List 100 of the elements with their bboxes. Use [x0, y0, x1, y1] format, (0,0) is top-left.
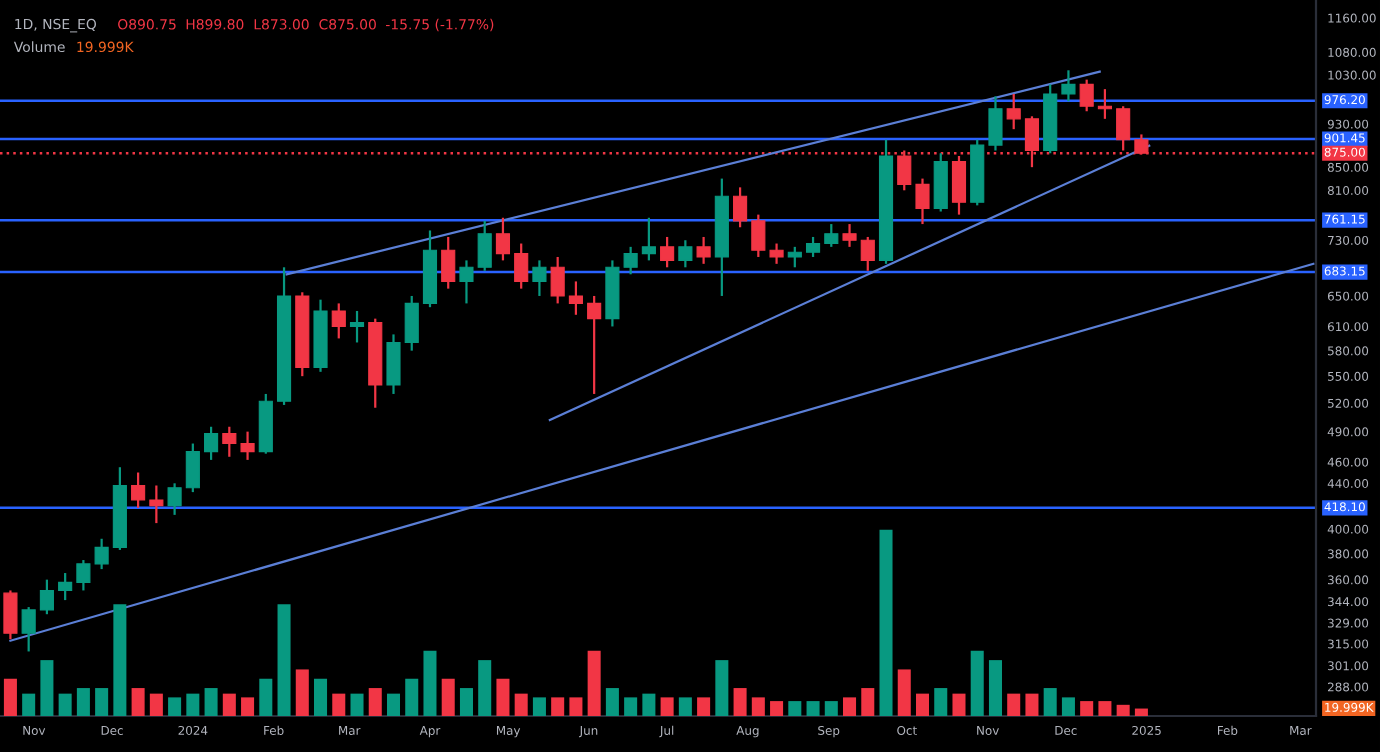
candlestick [587, 294, 602, 396]
bar [1080, 701, 1094, 716]
candlestick [933, 152, 948, 213]
bar [131, 688, 145, 716]
candlestick [131, 471, 146, 510]
bar [76, 688, 90, 716]
bar [897, 669, 911, 716]
bar [715, 660, 729, 716]
bar [1007, 693, 1021, 716]
candlestick [641, 216, 656, 262]
candlestick [769, 242, 784, 265]
candlestick [149, 484, 164, 525]
candlestick [331, 302, 346, 340]
bar [843, 697, 857, 716]
bar [915, 693, 930, 716]
bar [277, 604, 291, 716]
bar [259, 678, 273, 716]
candlestick [3, 589, 18, 641]
bar [551, 697, 565, 716]
bar [569, 697, 583, 716]
bar [660, 697, 674, 716]
bar [350, 693, 364, 716]
candlestick [1061, 69, 1076, 103]
bar [952, 693, 966, 716]
bar [806, 701, 820, 716]
bar [1043, 688, 1057, 716]
bar [423, 650, 437, 716]
bar [405, 678, 419, 716]
bar [478, 660, 492, 716]
bar [186, 693, 200, 716]
bar [751, 697, 765, 716]
bar [1116, 704, 1130, 716]
candlestick [204, 425, 219, 461]
candlestick [678, 239, 693, 269]
candlestick [988, 95, 1003, 152]
bar [642, 693, 656, 716]
bar [770, 701, 784, 716]
candlestick [240, 430, 255, 461]
candlestick [1116, 105, 1131, 152]
candlestick [349, 309, 365, 344]
candlestick [787, 245, 802, 269]
bar [788, 701, 802, 716]
bar [241, 697, 255, 716]
bar [386, 693, 401, 716]
bar [113, 604, 127, 716]
bar [168, 697, 182, 716]
candlestick [951, 154, 967, 216]
bar [970, 650, 984, 716]
candlestick [860, 235, 875, 272]
bar [624, 697, 638, 716]
candlestick [185, 442, 200, 494]
bar [58, 693, 72, 716]
bar [879, 529, 893, 716]
bar [605, 688, 619, 716]
bar [332, 693, 346, 716]
candlestick [842, 222, 857, 248]
bar [1134, 708, 1148, 716]
bar [222, 693, 236, 716]
candlestick [550, 255, 565, 305]
candlestick [404, 294, 419, 352]
bar [1061, 697, 1075, 716]
bar [733, 688, 747, 716]
bar [149, 693, 163, 716]
bar [678, 697, 692, 716]
candlestick [459, 259, 474, 305]
bar [587, 650, 601, 716]
candlestick [495, 216, 511, 262]
bar [697, 697, 711, 716]
bar [861, 688, 875, 716]
bar [459, 688, 473, 716]
candlestick [477, 219, 492, 272]
bar [314, 678, 328, 716]
candlestick [915, 177, 930, 226]
candlestick [21, 605, 36, 653]
bar [368, 688, 382, 716]
bar [824, 701, 838, 716]
candlestick [568, 280, 583, 316]
bar [40, 660, 54, 716]
candlestick [514, 242, 529, 290]
bar [95, 688, 109, 716]
bar [1025, 693, 1039, 716]
candlestick [696, 235, 711, 265]
candlestick [167, 482, 182, 516]
candlestick [39, 578, 54, 616]
bar [204, 688, 218, 716]
candlestick [58, 571, 73, 602]
candlestick [1079, 78, 1094, 113]
candlestick [660, 235, 675, 269]
candlestick [441, 235, 456, 290]
candlestick [805, 235, 821, 259]
bar [496, 678, 510, 716]
bar [3, 678, 17, 716]
bar [295, 669, 309, 716]
candlestick [532, 259, 547, 298]
bar [22, 693, 36, 716]
candlestick [386, 333, 401, 396]
candlestick [824, 222, 839, 248]
bar [514, 693, 528, 716]
candlestick [751, 213, 766, 259]
bar [934, 688, 948, 716]
